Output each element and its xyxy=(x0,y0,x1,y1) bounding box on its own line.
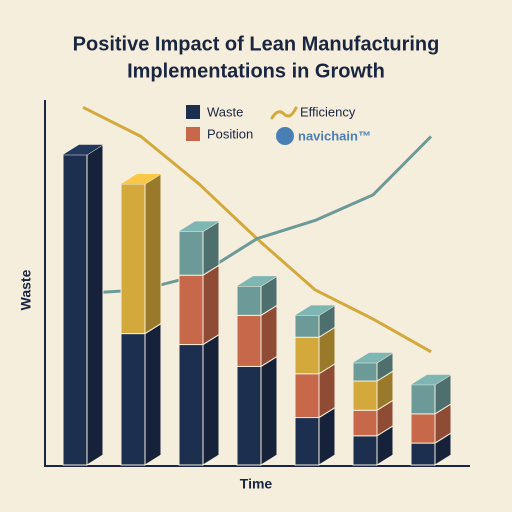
bar-side xyxy=(202,333,220,466)
bar xyxy=(294,373,320,419)
bar xyxy=(236,285,262,316)
bar xyxy=(410,442,436,466)
brand-name: navichain™ xyxy=(298,128,371,143)
bar xyxy=(410,384,436,415)
chart-title: Positive Impact of Lean Manufacturing xyxy=(73,33,440,55)
bar-side xyxy=(144,173,162,335)
bar-top xyxy=(295,305,335,316)
bar xyxy=(352,435,378,466)
bar xyxy=(120,183,146,335)
y-axis-label: Waste xyxy=(18,269,34,310)
bar-top xyxy=(121,173,161,184)
legend-swatch xyxy=(270,106,298,120)
bar xyxy=(178,274,204,346)
legend-swatch xyxy=(186,105,200,119)
x-axis-label: Time xyxy=(240,476,273,492)
bar-top xyxy=(353,352,393,363)
brand: navichain™ xyxy=(276,127,371,145)
bar-top xyxy=(179,221,219,232)
bar-side xyxy=(202,264,220,346)
bar xyxy=(352,409,378,437)
brand-icon xyxy=(276,127,294,145)
bar-side xyxy=(260,304,278,368)
bar xyxy=(178,344,204,466)
bar-side xyxy=(144,322,162,466)
bar xyxy=(294,417,320,466)
bar xyxy=(236,314,262,367)
bar xyxy=(294,336,320,375)
bar-side xyxy=(260,355,278,466)
bar-top xyxy=(63,144,103,155)
bar-top xyxy=(411,374,451,385)
legend-label: Position xyxy=(207,126,253,141)
legend-swatch xyxy=(186,127,200,141)
bar xyxy=(120,333,146,466)
bar xyxy=(294,314,320,338)
legend-label: Efficiency xyxy=(300,104,356,119)
bar xyxy=(410,413,436,444)
bar-side xyxy=(86,143,104,466)
bar xyxy=(62,154,88,466)
bar xyxy=(352,380,378,411)
bar xyxy=(236,365,262,466)
chart-title: Implementations in Growth xyxy=(127,60,385,82)
bar xyxy=(178,230,204,276)
legend-label: Waste xyxy=(207,104,243,119)
bar xyxy=(352,362,378,382)
bar-top xyxy=(237,276,277,287)
